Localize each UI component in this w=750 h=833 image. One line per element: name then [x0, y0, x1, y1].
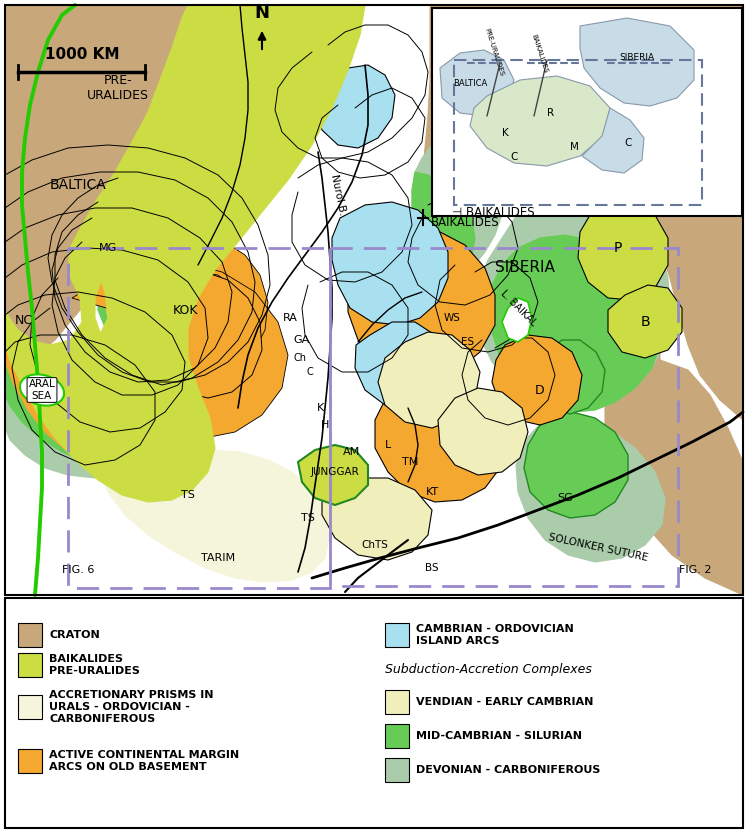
Text: N: N: [254, 4, 269, 22]
Text: GA: GA: [294, 335, 310, 345]
Text: SIBERIA: SIBERIA: [495, 261, 555, 276]
Bar: [330, 248, 678, 586]
Polygon shape: [488, 235, 660, 412]
Text: PRE-URALIDES: PRE-URALIDES: [484, 27, 505, 77]
Polygon shape: [315, 65, 395, 148]
Polygon shape: [322, 478, 432, 560]
Polygon shape: [378, 332, 480, 428]
Text: WS: WS: [443, 313, 460, 323]
Text: C: C: [624, 138, 632, 148]
Polygon shape: [412, 172, 475, 292]
Text: BAIKALIDES: BAIKALIDES: [430, 216, 500, 228]
Text: CAMBRIAN - ORDOVICIAN: CAMBRIAN - ORDOVICIAN: [416, 624, 574, 634]
Text: DEVONIAN - CARBONIFEROUS: DEVONIAN - CARBONIFEROUS: [416, 765, 600, 775]
Text: KT: KT: [425, 487, 439, 497]
Bar: [5, 598, 743, 828]
Polygon shape: [580, 18, 694, 106]
Text: MG: MG: [99, 243, 117, 253]
Polygon shape: [502, 298, 532, 342]
Polygon shape: [100, 450, 330, 582]
Polygon shape: [492, 335, 582, 425]
Polygon shape: [5, 290, 95, 595]
Text: TM: TM: [402, 457, 418, 467]
Polygon shape: [438, 388, 528, 475]
Bar: [18, 653, 42, 677]
Text: D: D: [536, 383, 544, 397]
Polygon shape: [375, 375, 505, 502]
Polygon shape: [5, 5, 285, 478]
Polygon shape: [5, 5, 365, 502]
Polygon shape: [470, 76, 610, 166]
Polygon shape: [605, 348, 743, 595]
Text: C: C: [510, 152, 518, 162]
Text: PRE-
URALIDES: PRE- URALIDES: [87, 74, 149, 102]
Polygon shape: [355, 322, 445, 408]
Text: NC: NC: [15, 313, 33, 327]
Polygon shape: [5, 5, 295, 468]
Text: ACTIVE CONTINENTAL MARGIN: ACTIVE CONTINENTAL MARGIN: [49, 750, 239, 760]
Text: Nurol B.: Nurol B.: [328, 173, 347, 217]
Bar: [18, 749, 42, 773]
Text: KOK: KOK: [172, 303, 198, 317]
Text: SOLONKER SUTURE: SOLONKER SUTURE: [548, 532, 649, 563]
Text: MID-CAMBRIAN - SILURIAN: MID-CAMBRIAN - SILURIAN: [416, 731, 582, 741]
Polygon shape: [524, 412, 628, 518]
Text: TARIM: TARIM: [201, 553, 235, 563]
Text: FIG. 2: FIG. 2: [679, 565, 711, 575]
Text: 1000 KM: 1000 KM: [45, 47, 119, 62]
Text: TS: TS: [181, 490, 195, 500]
Text: K: K: [316, 403, 324, 413]
Text: ARAL
SEA: ARAL SEA: [28, 379, 56, 401]
Text: SIBERIA: SIBERIA: [620, 53, 655, 62]
Text: BALTICA: BALTICA: [453, 79, 488, 88]
Text: ChTS: ChTS: [362, 540, 388, 550]
Polygon shape: [538, 340, 605, 414]
Text: BS: BS: [425, 563, 439, 573]
Polygon shape: [578, 202, 668, 300]
Text: ⊣ BAIKALIDES: ⊣ BAIKALIDES: [452, 206, 535, 218]
Text: H: H: [321, 420, 329, 430]
Text: AM: AM: [344, 447, 361, 457]
Polygon shape: [5, 5, 240, 412]
Polygon shape: [348, 228, 495, 378]
Polygon shape: [72, 238, 288, 438]
Polygon shape: [298, 445, 368, 505]
Polygon shape: [5, 5, 330, 480]
Bar: [454, 60, 702, 205]
Bar: [385, 724, 409, 748]
Text: P: P: [614, 241, 622, 255]
Polygon shape: [142, 272, 262, 398]
Text: TS: TS: [301, 513, 315, 523]
Bar: [385, 690, 409, 714]
Polygon shape: [582, 108, 644, 173]
Text: CRATON: CRATON: [49, 630, 100, 640]
Bar: [18, 623, 42, 647]
Text: RA: RA: [283, 313, 298, 323]
Text: M: M: [570, 142, 579, 152]
Polygon shape: [516, 415, 665, 562]
Text: JUNGGAR: JUNGGAR: [310, 467, 359, 477]
Polygon shape: [332, 202, 448, 325]
Polygon shape: [5, 5, 312, 458]
Text: B: B: [640, 315, 650, 329]
Text: SG: SG: [557, 493, 573, 503]
Text: L: L: [385, 440, 392, 450]
Text: VENDIAN - EARLY CAMBRIAN: VENDIAN - EARLY CAMBRIAN: [416, 697, 593, 707]
Bar: [385, 623, 409, 647]
Polygon shape: [608, 285, 682, 358]
Text: ISLAND ARCS: ISLAND ARCS: [416, 636, 500, 646]
Text: Ch: Ch: [293, 353, 307, 363]
Text: CARBONIFEROUS: CARBONIFEROUS: [49, 714, 155, 724]
Text: FIG. 6: FIG. 6: [62, 565, 94, 575]
Text: BALTICA: BALTICA: [50, 178, 106, 192]
Polygon shape: [440, 50, 514, 116]
Bar: [385, 758, 409, 782]
Bar: [5, 5, 743, 595]
Ellipse shape: [20, 374, 64, 406]
Text: URALS - ORDOVICIAN -: URALS - ORDOVICIAN -: [49, 702, 190, 712]
Text: Subduction-Accretion Complexes: Subduction-Accretion Complexes: [385, 664, 592, 676]
Bar: [68, 248, 330, 588]
Text: R: R: [547, 108, 554, 118]
Text: BAIKALIDES: BAIKALIDES: [49, 654, 123, 664]
